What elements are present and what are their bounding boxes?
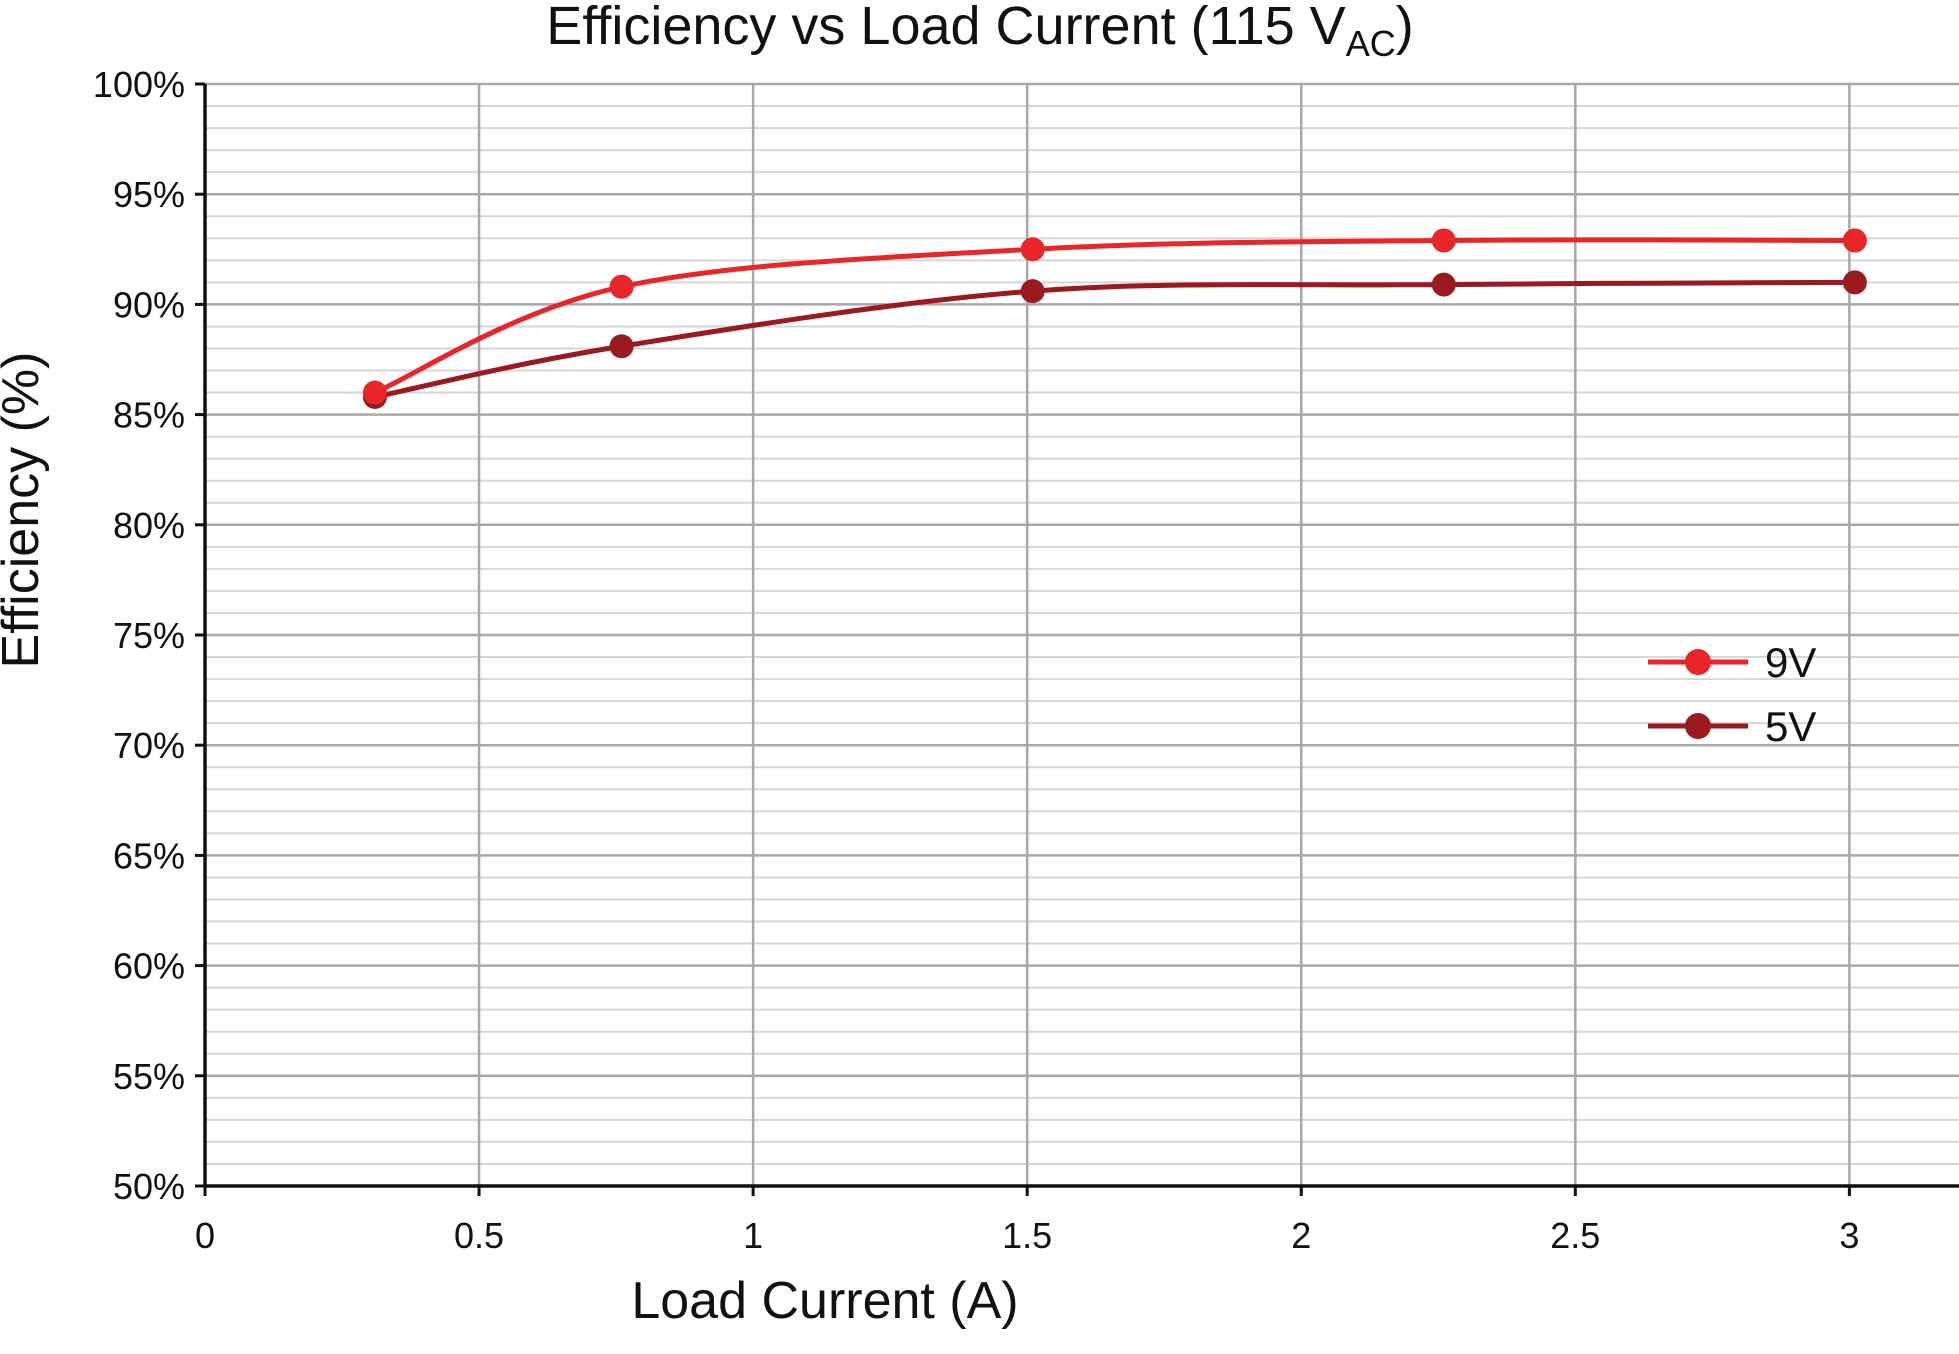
x-tick-label: 0.5: [454, 1215, 504, 1256]
data-point-9v: [1020, 237, 1045, 262]
minor-gridlines: [205, 105, 1959, 1165]
chart-title: Efficiency vs Load Current (115 VAC): [546, 0, 1413, 64]
y-tick-label: 90%: [113, 284, 185, 325]
x-tick-label: 1.5: [1002, 1215, 1052, 1256]
y-tick-label: 85%: [113, 395, 185, 436]
major-gridlines: [205, 82, 1959, 1186]
series-layer: [362, 228, 1867, 409]
data-point-9v: [1431, 228, 1456, 253]
chart-title-main: Efficiency vs Load Current (115 V: [546, 0, 1345, 56]
y-tick-label: 75%: [113, 615, 185, 656]
data-point-9v: [362, 380, 387, 405]
chart-title-close: ): [1396, 0, 1414, 56]
x-tick-label: 2: [1291, 1215, 1311, 1256]
x-axis-label: Load Current (A): [631, 1272, 1018, 1330]
x-tick-label: 3: [1839, 1215, 1859, 1256]
y-tick-label: 95%: [113, 174, 185, 215]
y-tick-label: 70%: [113, 725, 185, 766]
y-axis-label: Efficiency (%): [0, 352, 50, 669]
data-point-9v: [1842, 228, 1867, 253]
legend-marker-5v: [1685, 713, 1711, 739]
x-tick-label: 0: [195, 1215, 215, 1256]
y-tick-label: 65%: [113, 835, 185, 876]
x-tick-labels: 0 0.5 1 1.5 2 2.5 3: [195, 1215, 1859, 1256]
data-point-5v: [609, 334, 634, 359]
x-tick-label: 1: [743, 1215, 763, 1256]
series-line-9v: [373, 237, 1855, 395]
data-point-9v: [609, 274, 634, 299]
data-point-5v: [1020, 279, 1045, 304]
x-tick-label: 2.5: [1550, 1215, 1600, 1256]
y-tick-label: 80%: [113, 505, 185, 546]
legend-label-5v: 5V: [1765, 703, 1816, 750]
data-point-5v: [1431, 272, 1456, 297]
y-tick-label: 100%: [93, 64, 185, 105]
y-tick-labels: 50% 55% 60% 65% 70% 75% 80% 85% 90% 95% 100%: [93, 64, 185, 1207]
y-tick-label: 55%: [113, 1056, 185, 1097]
legend-label-9v: 9V: [1765, 639, 1816, 686]
axes: [195, 82, 1959, 1196]
y-tick-label: 60%: [113, 946, 185, 987]
chart-title-subscript: AC: [1346, 23, 1396, 64]
legend-marker-9v: [1685, 649, 1711, 675]
series-line-5v: [374, 279, 1855, 400]
data-point-5v: [1842, 270, 1867, 295]
y-tick-label: 50%: [113, 1166, 185, 1207]
